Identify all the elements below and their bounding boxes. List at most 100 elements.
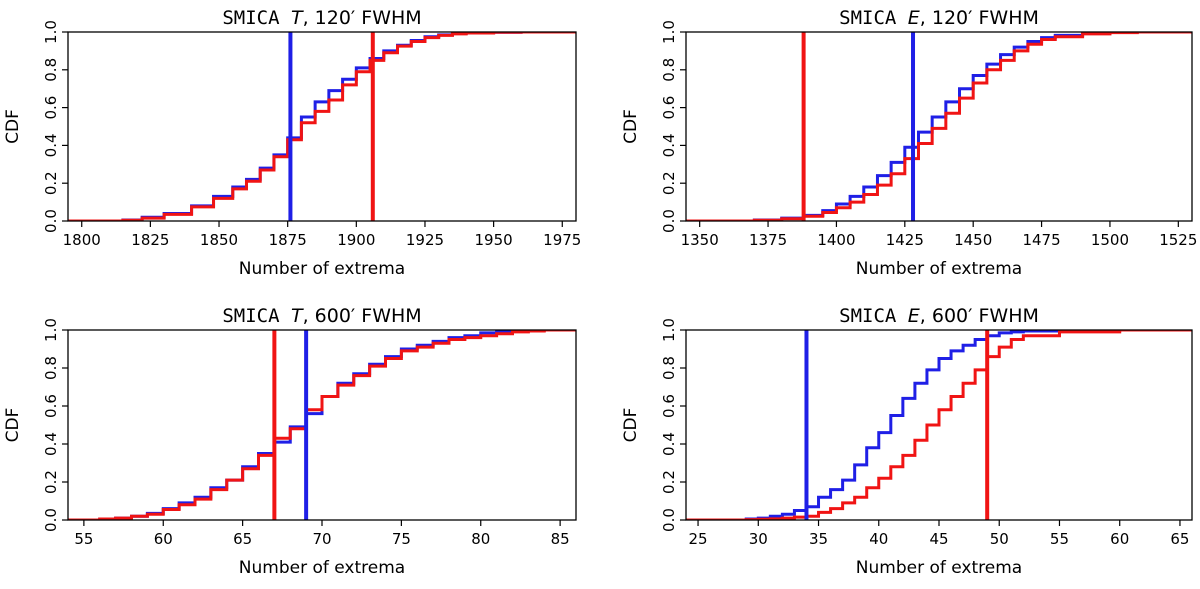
blue-cdf-line — [686, 330, 1192, 520]
title-suffix: , 600′ FWHM — [920, 305, 1039, 327]
x-tick-label: 75 — [392, 530, 411, 548]
x-axis-label: Number of extrema — [856, 558, 1022, 578]
y-tick-label: 0.4 — [660, 432, 678, 456]
y-axis-label: CDF — [621, 109, 641, 144]
y-axis-label: CDF — [3, 408, 23, 443]
blue-cdf-line — [68, 330, 576, 520]
x-tick-label: 1450 — [954, 231, 992, 249]
title-suffix: , 600′ FWHM — [303, 305, 422, 327]
plot-frame — [67, 329, 577, 521]
plot-frame — [67, 31, 577, 222]
title-prefix: SMICA — [222, 305, 291, 327]
x-tick-label: 60 — [154, 530, 173, 548]
y-tick-label: 1.0 — [42, 318, 60, 342]
x-tick-label: 1350 — [681, 231, 719, 249]
x-axis-label: Number of extrema — [239, 259, 405, 279]
x-tick-label: 55 — [74, 530, 93, 548]
y-tick-label: 0.2 — [42, 171, 60, 195]
blue-cdf-line — [686, 32, 1192, 221]
x-tick-label: 1950 — [475, 231, 513, 249]
panel-4: SMICA E, 600′ FWHM 25 30 35 40 45 50 55 60 65 0.0 0… — [621, 305, 1193, 578]
plot-frame — [685, 31, 1193, 222]
chart-title: SMICA E, 600′ FWHM — [839, 305, 1039, 327]
x-tick-label: 55 — [1050, 530, 1069, 548]
x-tick-label: 1475 — [1022, 231, 1060, 249]
y-axis-label: CDF — [3, 109, 23, 144]
panel-3: SMICA T, 600′ FWHM 55 60 65 70 75 80 85 0.0 0.2 0.… — [3, 305, 577, 578]
x-tick-label: 70 — [312, 530, 331, 548]
y-axis-label: CDF — [621, 408, 641, 443]
y-tick-label: 0.6 — [660, 394, 678, 418]
x-tick-label: 40 — [869, 530, 888, 548]
x-tick-label: 45 — [929, 530, 948, 548]
x-tick-label: 1425 — [886, 231, 924, 249]
y-tick-label: 1.0 — [660, 20, 678, 44]
y-tick-label: 1.0 — [42, 20, 60, 44]
x-tick-label: 65 — [1170, 530, 1189, 548]
y-tick-label: 0.0 — [42, 209, 60, 233]
title-variable: E — [908, 7, 920, 29]
y-tick-label: 0.2 — [660, 171, 678, 195]
title-variable: E — [908, 305, 920, 327]
y-tick-label: 0.4 — [660, 133, 678, 157]
red-cdf-line — [686, 330, 1192, 520]
y-tick-label: 0.8 — [660, 58, 678, 82]
title-suffix: , 120′ FWHM — [303, 7, 422, 29]
blue-cdf-line — [68, 32, 576, 221]
panel-2: SMICA E, 120′ FWHM 1350 1375 1400 1425 1450 14… — [621, 7, 1197, 279]
panel-1: SMICA T, 120′ FWHM 1800 1825 1850 1875 1900 19… — [3, 7, 581, 279]
y-tick-label: 0.2 — [42, 470, 60, 494]
chart-title: SMICA T, 600′ FWHM — [222, 305, 421, 327]
y-tick-label: 0.8 — [660, 356, 678, 380]
chart-title: SMICA E, 120′ FWHM — [839, 7, 1039, 29]
red-cdf-line — [686, 32, 1192, 221]
y-tick-label: 0.0 — [660, 508, 678, 532]
data-layer — [686, 32, 1192, 221]
red-cdf-line — [68, 32, 576, 221]
data-layer — [68, 32, 576, 221]
title-prefix: SMICA — [222, 7, 291, 29]
y-tick-label: 0.2 — [660, 470, 678, 494]
x-tick-label: 85 — [551, 530, 570, 548]
x-tick-label: 1850 — [200, 231, 238, 249]
x-tick-label: 65 — [233, 530, 252, 548]
y-tick-label: 0.4 — [42, 133, 60, 157]
y-tick-label: 0.6 — [42, 394, 60, 418]
x-tick-label: 35 — [809, 530, 828, 548]
title-prefix: SMICA — [839, 305, 908, 327]
title-variable: T — [291, 7, 304, 29]
x-tick-label: 1500 — [1091, 231, 1129, 249]
x-tick-label: 60 — [1110, 530, 1129, 548]
title-prefix: SMICA — [839, 7, 908, 29]
red-cdf-line — [68, 330, 576, 520]
x-tick-label: 80 — [471, 530, 490, 548]
x-axis-label: Number of extrema — [239, 558, 405, 578]
x-axis-label: Number of extrema — [856, 259, 1022, 279]
y-tick-label: 0.8 — [42, 58, 60, 82]
y-tick-label: 0.6 — [660, 96, 678, 120]
x-tick-label: 1375 — [749, 231, 787, 249]
x-tick-label: 1400 — [817, 231, 855, 249]
x-tick-label: 1925 — [406, 231, 444, 249]
x-tick-label: 25 — [689, 530, 708, 548]
x-tick-label: 50 — [990, 530, 1009, 548]
data-layer — [686, 330, 1192, 520]
title-variable: T — [291, 305, 304, 327]
y-tick-label: 0.4 — [42, 432, 60, 456]
y-tick-label: 0.6 — [42, 96, 60, 120]
x-tick-label: 1825 — [131, 231, 169, 249]
x-tick-label: 1525 — [1159, 231, 1197, 249]
chart-title: SMICA T, 120′ FWHM — [222, 7, 421, 29]
data-layer — [68, 330, 576, 520]
y-tick-label: 0.0 — [42, 508, 60, 532]
y-tick-label: 0.8 — [42, 356, 60, 380]
y-tick-label: 0.0 — [660, 209, 678, 233]
y-tick-label: 1.0 — [660, 318, 678, 342]
title-suffix: , 120′ FWHM — [920, 7, 1039, 29]
x-tick-label: 30 — [749, 530, 768, 548]
x-tick-label: 1900 — [337, 231, 375, 249]
x-tick-label: 1800 — [63, 231, 101, 249]
x-tick-label: 1975 — [543, 231, 581, 249]
x-tick-label: 1875 — [269, 231, 307, 249]
